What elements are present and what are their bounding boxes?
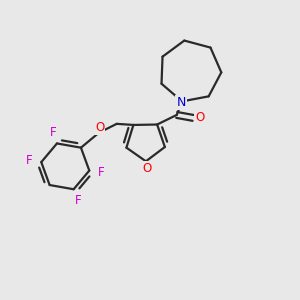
Text: O: O [195, 111, 204, 124]
Text: N: N [176, 96, 186, 109]
Text: O: O [95, 121, 104, 134]
Text: F: F [98, 166, 104, 179]
Text: F: F [50, 126, 56, 139]
Text: O: O [143, 162, 152, 175]
Text: F: F [26, 154, 33, 166]
Text: F: F [74, 194, 81, 207]
